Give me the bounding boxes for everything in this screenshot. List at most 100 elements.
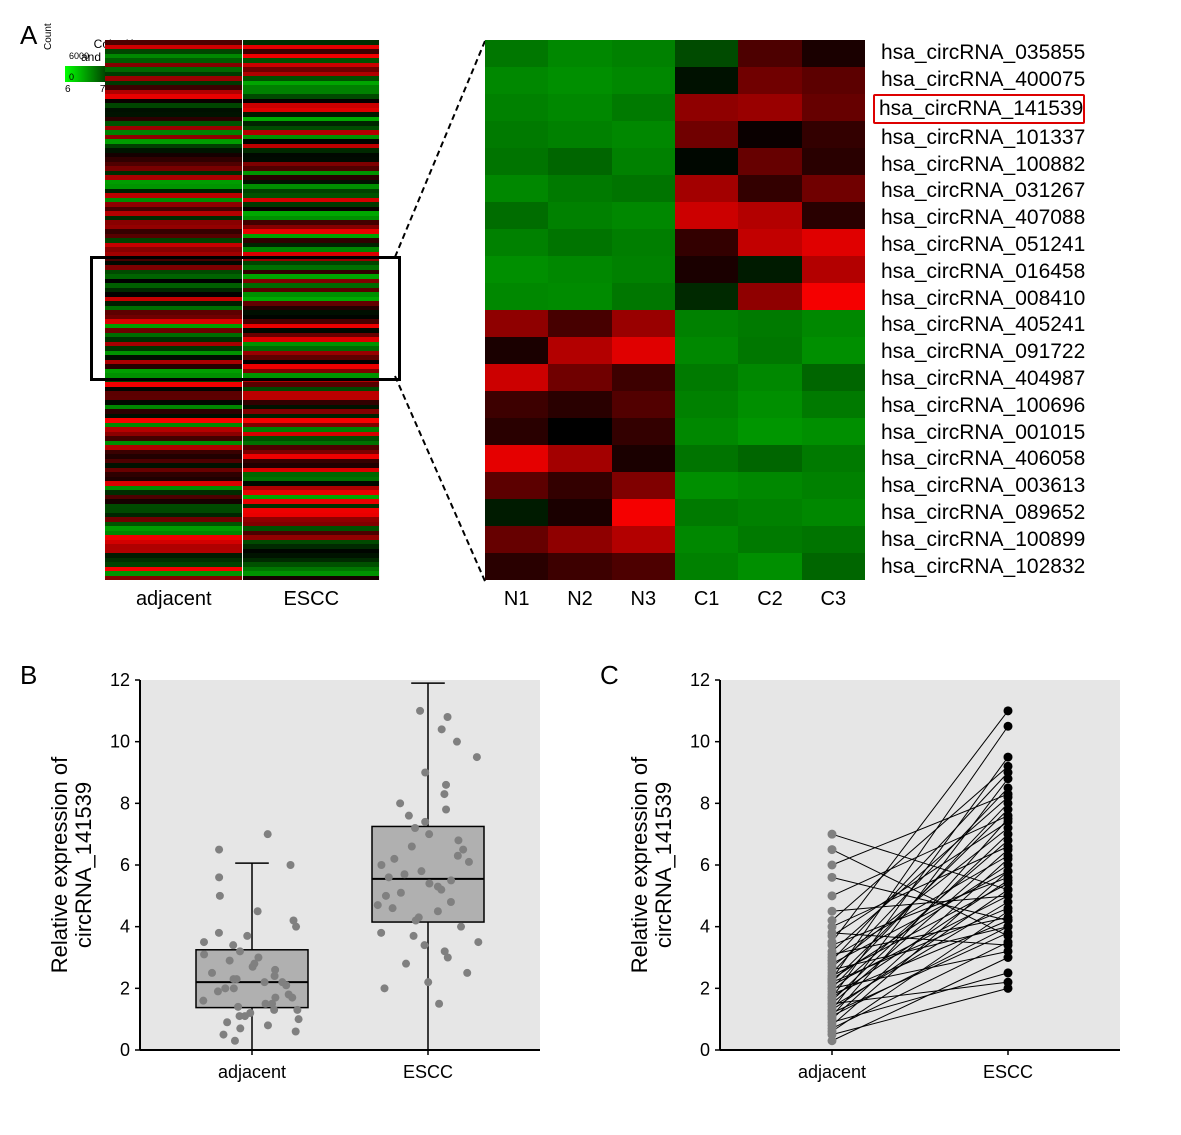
y-tick-label: 10 [690, 732, 710, 752]
heatmap-cell [485, 229, 548, 256]
data-point [400, 870, 408, 878]
data-point [424, 978, 432, 986]
heatmap-cell [802, 256, 865, 283]
heatmap-cell [738, 121, 801, 148]
data-point-adjacent [828, 907, 837, 916]
heatmap-cell [612, 553, 675, 580]
data-point [425, 880, 433, 888]
data-point [254, 907, 262, 915]
data-point-escc [1004, 873, 1013, 882]
y-tick-label: 2 [700, 978, 710, 998]
heatmap-cell [485, 364, 548, 391]
data-point-escc [1004, 931, 1013, 940]
data-point-escc [1004, 790, 1013, 799]
heatmap-row-label: hsa_circRNA_003613 [875, 473, 1085, 500]
zoom-connector-top [394, 41, 486, 258]
data-point [381, 984, 389, 992]
y-tick-label: 8 [700, 793, 710, 813]
data-point [397, 889, 405, 897]
heatmap-cell [802, 337, 865, 364]
data-point [473, 753, 481, 761]
heatmap-cell [548, 391, 611, 418]
heatmap-cell [485, 472, 548, 499]
data-point [434, 883, 442, 891]
color-key-ylabel: Count [43, 23, 54, 50]
heatmap-row-label: hsa_circRNA_001015 [875, 419, 1085, 446]
data-point [454, 836, 462, 844]
data-point [236, 1024, 244, 1032]
data-point [457, 923, 465, 931]
heatmap-cell [612, 229, 675, 256]
data-point [243, 932, 251, 940]
data-point [271, 966, 279, 974]
heatmap-cell [802, 121, 865, 148]
data-point [377, 861, 385, 869]
heatmap-cell [485, 94, 548, 121]
heatmap-cell [738, 175, 801, 202]
heatmap-cell [675, 310, 738, 337]
data-point [442, 806, 450, 814]
heatmap-cell [485, 283, 548, 310]
heatmap-cell [738, 418, 801, 445]
zoom-connector-bottom [394, 375, 486, 581]
data-point [444, 713, 452, 721]
heatmap-cell [612, 121, 675, 148]
data-point [416, 707, 424, 715]
data-point [208, 969, 216, 977]
data-point [421, 941, 429, 949]
heatmap-cell [802, 445, 865, 472]
heatmap-cell [485, 418, 548, 445]
heatmap-cell [675, 67, 738, 94]
heatmap-cell [612, 418, 675, 445]
data-point-adjacent [828, 845, 837, 854]
data-point [453, 738, 461, 746]
y-tick-label: 6 [700, 855, 710, 875]
heatmap-cell [612, 472, 675, 499]
heatmap-cell [612, 283, 675, 310]
data-point [221, 984, 229, 992]
data-point [374, 901, 382, 909]
heatmap-cell [548, 526, 611, 553]
heatmap-cell [548, 148, 611, 175]
data-point [447, 876, 455, 884]
heatmap-cell [675, 283, 738, 310]
data-point [229, 941, 237, 949]
heatmap-cell [738, 499, 801, 526]
heatmap-cell [612, 337, 675, 364]
heatmap-cell [738, 67, 801, 94]
heatmap-cell [485, 148, 548, 175]
data-point-escc [1004, 753, 1013, 762]
heatmap-cell [802, 310, 865, 337]
heatmap-cell [802, 364, 865, 391]
heatmap-cell [548, 472, 611, 499]
data-point [254, 954, 262, 962]
heatmap-cell [612, 499, 675, 526]
heatmap-cell [485, 40, 548, 67]
data-point [236, 947, 244, 955]
heatmap-cell [548, 175, 611, 202]
panel-b-chart: Relative expression ofcircRNA_1415390246… [45, 665, 565, 1095]
heatmap-cell [738, 94, 801, 121]
heatmap-cell [675, 391, 738, 418]
data-point [234, 1003, 242, 1011]
data-point [454, 852, 462, 860]
data-point [408, 843, 416, 851]
heatmap-cell [612, 148, 675, 175]
figure: A Count 6000 0 Color Keyand Histogram 6 … [20, 20, 1161, 1115]
data-point [474, 938, 482, 946]
data-point-adjacent [828, 873, 837, 882]
data-point [271, 994, 279, 1002]
y-tick-label: 0 [700, 1040, 710, 1060]
data-point [216, 892, 224, 900]
heatmap-cell [675, 256, 738, 283]
data-point [438, 725, 446, 733]
heatmap-cell [548, 229, 611, 256]
heatmap-row-label: hsa_circRNA_141539 [873, 94, 1085, 125]
data-point-escc [1004, 762, 1013, 771]
data-point [382, 892, 390, 900]
heatmap-cell [802, 202, 865, 229]
data-point [377, 929, 385, 937]
heatmap-cell [485, 391, 548, 418]
heatmap-cell [485, 175, 548, 202]
data-point [199, 997, 207, 1005]
